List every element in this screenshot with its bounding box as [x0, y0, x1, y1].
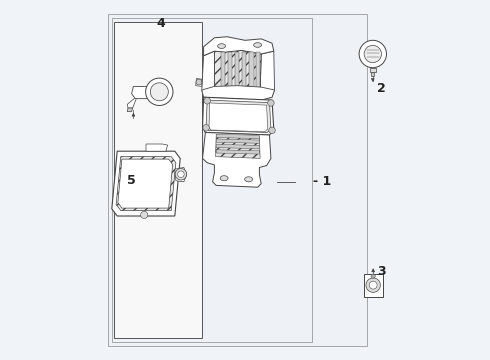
Polygon shape: [215, 50, 261, 94]
Polygon shape: [202, 132, 271, 187]
Circle shape: [150, 83, 169, 101]
Bar: [114, 22, 202, 338]
Polygon shape: [132, 86, 148, 99]
Circle shape: [371, 274, 375, 278]
Text: 2: 2: [377, 82, 386, 95]
Circle shape: [269, 127, 275, 134]
Polygon shape: [175, 167, 187, 182]
Polygon shape: [116, 157, 176, 211]
Circle shape: [268, 100, 274, 106]
Circle shape: [178, 171, 184, 177]
Bar: [112, 18, 312, 342]
Polygon shape: [112, 151, 180, 216]
Polygon shape: [209, 103, 268, 132]
Polygon shape: [242, 52, 246, 92]
Polygon shape: [216, 150, 259, 154]
Circle shape: [175, 168, 187, 180]
Bar: [108, 14, 368, 346]
Polygon shape: [146, 144, 168, 151]
Circle shape: [364, 45, 381, 63]
Polygon shape: [260, 51, 274, 100]
Polygon shape: [127, 99, 136, 108]
Circle shape: [366, 278, 380, 292]
Polygon shape: [202, 97, 274, 135]
Polygon shape: [127, 108, 133, 112]
Text: 4: 4: [156, 17, 165, 30]
Polygon shape: [202, 51, 215, 97]
Ellipse shape: [220, 176, 228, 181]
Circle shape: [196, 79, 202, 85]
Polygon shape: [118, 159, 172, 208]
Polygon shape: [249, 52, 254, 92]
Polygon shape: [371, 72, 374, 76]
Polygon shape: [220, 52, 225, 92]
Polygon shape: [216, 134, 259, 139]
Text: 3: 3: [377, 265, 386, 278]
Polygon shape: [146, 88, 159, 96]
Ellipse shape: [245, 177, 252, 182]
Polygon shape: [216, 144, 259, 149]
Circle shape: [203, 125, 209, 131]
Circle shape: [204, 98, 210, 104]
Text: 5: 5: [127, 174, 136, 186]
Circle shape: [141, 211, 148, 219]
Bar: [364, 274, 383, 297]
Polygon shape: [216, 139, 259, 143]
Polygon shape: [370, 68, 376, 72]
Circle shape: [369, 281, 377, 289]
Polygon shape: [216, 135, 260, 158]
Ellipse shape: [254, 43, 262, 48]
Circle shape: [359, 40, 387, 68]
Polygon shape: [235, 52, 239, 92]
Polygon shape: [204, 37, 274, 56]
Polygon shape: [206, 100, 271, 132]
Ellipse shape: [218, 44, 225, 49]
Polygon shape: [228, 52, 232, 92]
Text: - 1: - 1: [313, 175, 332, 188]
Polygon shape: [202, 86, 274, 100]
Circle shape: [146, 78, 173, 105]
Polygon shape: [196, 78, 202, 86]
Polygon shape: [256, 52, 260, 92]
